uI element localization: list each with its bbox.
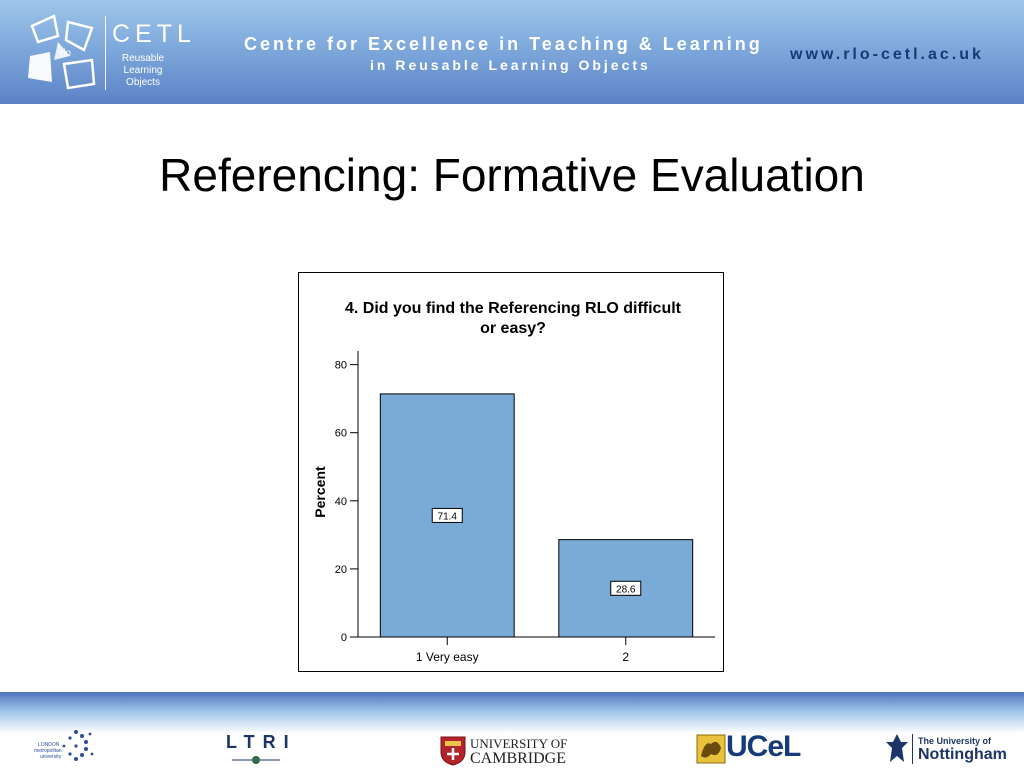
chart-marks: 0 20 40 60 80 71.4 1 Very easy 28.6 2: [335, 351, 715, 664]
footer-banner: [0, 692, 1024, 768]
data-label-box: [610, 580, 642, 596]
y-axis-label: Percent: [312, 466, 328, 518]
centre-name: Centre for Excellence in Teaching & Lear…: [244, 34, 763, 54]
bar-chart: 4. Did you find the Referencing RLO diff…: [312, 300, 715, 664]
rlo-recycle-logo-icon: rlo: [28, 14, 96, 90]
lion-crest-icon: [696, 734, 726, 764]
nottingham-text: The University of: [918, 736, 992, 746]
cetl-sub-line: Reusable: [121, 53, 165, 64]
centre-subname: in Reusable Learning Objects: [370, 57, 651, 73]
londonmet-text: metropolitan: [34, 748, 62, 754]
ucel-text: UCeL: [726, 730, 801, 763]
site-url-link[interactable]: www.rlo-cetl.ac.uk: [790, 46, 984, 63]
data-label-box: [431, 507, 463, 523]
nottingham-divider: [912, 734, 913, 764]
cetl-title: CETL: [112, 20, 196, 48]
header-banner: rlo CETL Reusable Learning Objects Centr…: [0, 0, 1024, 104]
y-tick-label: 60: [335, 428, 347, 440]
cetl-sub-line: Objects: [126, 77, 160, 88]
x-tick-label: 2: [622, 650, 629, 664]
logo-text: rlo: [60, 48, 72, 59]
chart-frame: 4. Did you find the Referencing RLO diff…: [298, 272, 724, 672]
cetl-sub-line: Learning: [123, 65, 163, 76]
cambridge-crest-icon: [440, 736, 466, 766]
nottingham-text: Nottingham: [918, 746, 1007, 763]
x-tick-label: 1 Very easy: [416, 650, 479, 664]
chart-title-line-1: 4. Did you find the Referencing RLO diff…: [345, 300, 682, 317]
y-tick-label: 20: [335, 564, 347, 576]
ltri-text: LTRI: [226, 732, 297, 752]
header-divider: [105, 16, 106, 90]
londonmet-text: university: [40, 754, 62, 760]
cambridge-text: CAMBRIDGE: [470, 750, 567, 767]
nottingham-crest-icon: [886, 734, 908, 762]
y-tick-label: 40: [335, 496, 347, 508]
y-tick-label: 0: [341, 632, 347, 644]
y-tick-label: 80: [335, 360, 347, 372]
data-label: 28.6: [616, 584, 636, 595]
footer-logo-ltri: LTRI: [226, 732, 297, 771]
data-label: 71.4: [438, 511, 458, 522]
cambridge-text: UNIVERSITY OF: [470, 736, 568, 751]
footer-logo-londonmet: LONDON metropolitan university: [30, 724, 100, 764]
cetl-subtitle: Reusable Learning Objects: [112, 53, 174, 89]
londonmet-text: LONDON: [38, 742, 60, 748]
slide-title: Referencing: Formative Evaluation: [159, 149, 865, 201]
ltri-underline-icon: [232, 756, 280, 764]
dot-star-icon: LONDON metropolitan university: [34, 730, 94, 761]
chart-title-line-2: or easy?: [480, 320, 546, 337]
